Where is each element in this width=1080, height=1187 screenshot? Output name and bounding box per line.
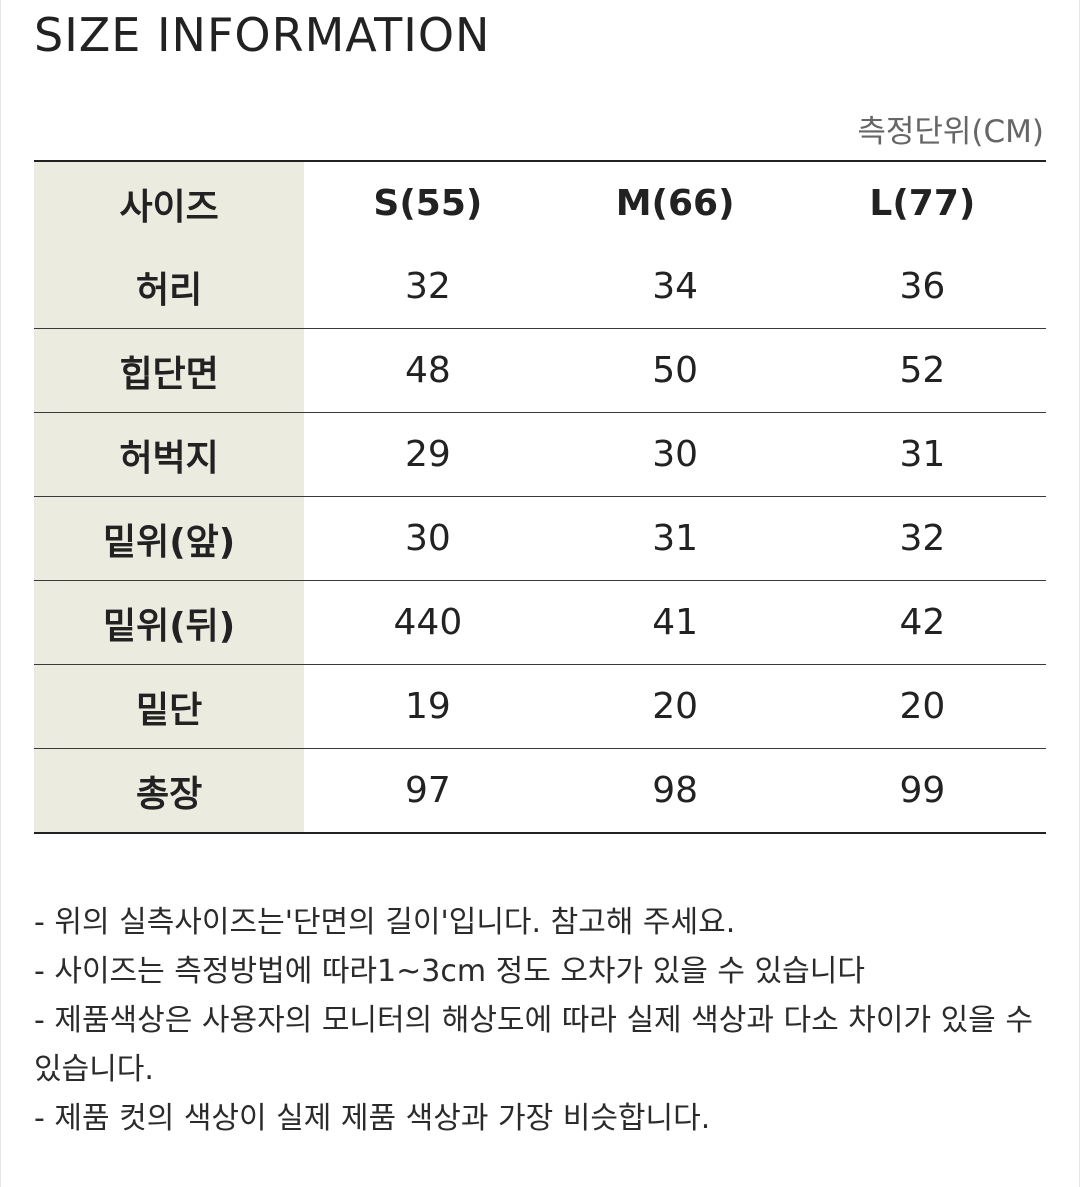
row-value: 440 xyxy=(304,580,552,665)
row-value: 32 xyxy=(304,245,552,329)
header-size-m: M(66) xyxy=(615,183,735,224)
row-value: 52 xyxy=(798,328,1046,413)
row-value: 31 xyxy=(798,412,1046,497)
table-row: 힙단면 48 50 52 xyxy=(34,328,1046,413)
table-row: 밑위(뒤) 440 41 42 xyxy=(34,580,1046,665)
row-label: 허벅지 xyxy=(34,412,305,497)
row-label: 밑위(앞) xyxy=(34,496,305,581)
row-label: 총장 xyxy=(34,748,305,833)
header-label-cell: 사이즈 xyxy=(34,161,305,245)
table-row: 밑위(앞) 30 31 32 xyxy=(34,496,1046,581)
row-label: 밑위(뒤) xyxy=(34,580,305,665)
left-edge-divider xyxy=(0,0,1,1187)
row-value: 98 xyxy=(652,770,699,811)
row-value: 29 xyxy=(304,412,552,497)
row-value: 50 xyxy=(551,328,799,413)
page-title: SIZE INFORMATION xyxy=(34,8,491,62)
table-row: 허벅지 29 30 31 xyxy=(34,412,1046,497)
row-value: 32 xyxy=(798,496,1046,581)
row-value: 19 xyxy=(304,664,552,749)
row-value: 30 xyxy=(551,412,799,497)
row-value: 34 xyxy=(551,245,799,329)
row-value: 20 xyxy=(798,664,1046,749)
table-row: 총장 97 98 99 xyxy=(34,748,1046,833)
header-size-s: S(55) xyxy=(373,183,483,224)
row-label: 허리 xyxy=(34,245,305,329)
note-item: - 위의 실측사이즈는'단면의 길이'입니다. 참고해 주세요. xyxy=(34,905,736,940)
row-value: 31 xyxy=(551,496,799,581)
row-value: 99 xyxy=(899,770,946,811)
row-value: 41 xyxy=(551,580,799,665)
size-table: 사이즈 S(55) M(66) L(77) 허리 32 34 36 힙단면 48… xyxy=(34,160,1046,834)
row-value: 48 xyxy=(304,328,552,413)
row-label: 힙단면 xyxy=(34,328,305,413)
row-value: 42 xyxy=(798,580,1046,665)
row-value: 36 xyxy=(798,245,1046,329)
notes-list: - 위의 실측사이즈는'단면의 길이'입니다. 참고해 주세요. - 사이즈는 … xyxy=(34,898,1039,1143)
note-item: - 제품 컷의 색상이 실제 제품 색상과 가장 비슷합니다. xyxy=(34,1101,711,1136)
note-item: - 사이즈는 측정방법에 따라1~3cm 정도 오차가 있을 수 있습니다 xyxy=(34,954,865,989)
unit-label: 측정단위(CM) xyxy=(857,114,1044,150)
table-header-row: 사이즈 S(55) M(66) L(77) xyxy=(34,161,1046,245)
header-size-l: L(77) xyxy=(869,183,976,224)
note-item: - 제품색상은 사용자의 모니터의 해상도에 따라 실제 색상과 다소 차이가 … xyxy=(34,1003,1033,1087)
row-value: 30 xyxy=(304,496,552,581)
row-value: 20 xyxy=(551,664,799,749)
table-row: 허리 32 34 36 xyxy=(34,245,1046,329)
table-row: 밑단 19 20 20 xyxy=(34,664,1046,749)
row-label: 밑단 xyxy=(34,664,305,749)
row-value: 97 xyxy=(404,770,451,811)
